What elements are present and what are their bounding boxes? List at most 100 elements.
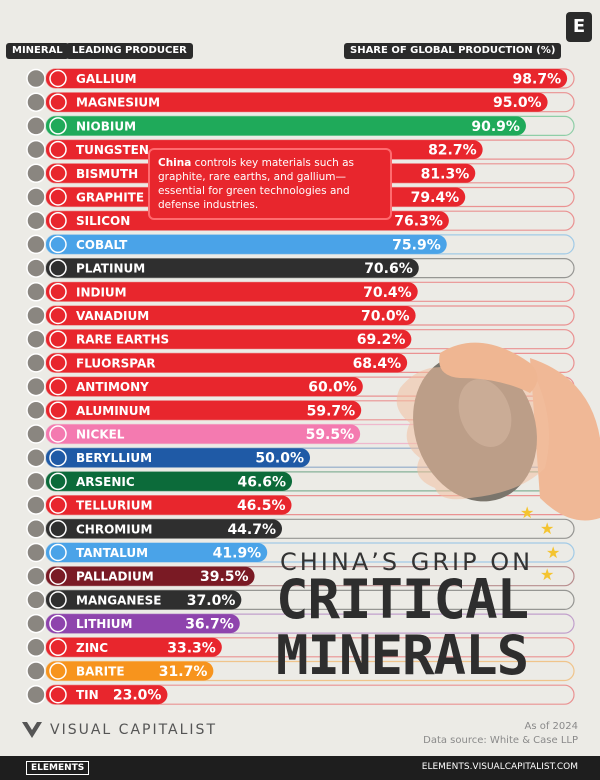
mineral-icon: [26, 116, 46, 136]
category-label: SILICON: [76, 214, 130, 228]
mineral-icon: [26, 613, 46, 634]
category-label: INDIUM: [76, 285, 127, 299]
bar-vanadium: [46, 306, 416, 325]
flag-icon: [49, 117, 67, 135]
bar-tantalum: [46, 543, 268, 562]
value-label: 59.5%: [306, 427, 355, 443]
data-source: Data source: White & Case LLP: [423, 735, 578, 746]
value-label: 46.6%: [237, 474, 286, 490]
bar-cobalt: [46, 234, 447, 254]
category-label: COBALT: [76, 238, 128, 252]
bar-indium: [46, 282, 418, 302]
star-icon: ★: [540, 519, 554, 538]
fist-illustration: ★ ★ ★ ★: [396, 342, 600, 584]
category-label: ALUMINUM: [76, 404, 150, 418]
category-label: BERYLLIUM: [76, 451, 152, 465]
mineral-icon: [26, 495, 46, 515]
mineral-icon: [26, 471, 46, 492]
bar-rare-earths: [46, 329, 412, 349]
vc-logo-icon: [22, 722, 42, 738]
bar-manganese: [46, 590, 242, 610]
mineral-icon: [26, 353, 46, 373]
category-label: LITHIUM: [76, 617, 133, 631]
flag-icon: [49, 69, 67, 88]
bar-barite: [46, 661, 214, 681]
flag-icon: [49, 685, 67, 704]
thumb-shape: [439, 342, 538, 393]
mineral-icon: [26, 590, 46, 610]
flag-icon: [49, 543, 67, 562]
flag-icon: [49, 638, 67, 657]
flag-icon: [49, 140, 67, 159]
flag-icon: [49, 259, 67, 277]
bar-aluminum: [46, 400, 362, 420]
bar-palladium: [46, 566, 255, 586]
value-label: 60.0%: [308, 380, 357, 396]
bar-platinum: [46, 258, 419, 278]
mineral-icon: [26, 139, 46, 160]
category-label: ZINC: [76, 641, 108, 655]
flag-icon: [49, 377, 67, 396]
bar-tin: [46, 685, 168, 705]
category-label: FLUORSPAR: [76, 356, 155, 370]
footer-elements-logo: ELEMENTS: [26, 761, 90, 775]
value-label: 70.6%: [364, 261, 413, 277]
flag-icon: [49, 164, 67, 183]
mineral-icon: [26, 376, 46, 397]
value-label: 44.7%: [227, 522, 276, 538]
value-label: 90.9%: [471, 119, 520, 135]
mineral-icon: [26, 329, 46, 349]
flag-icon: [49, 567, 67, 585]
note-bold: China: [158, 157, 192, 169]
category-label: BISMUTH: [76, 167, 138, 181]
title-line2: CRITICAL: [276, 568, 529, 631]
mineral-icon: [26, 92, 46, 112]
mineral-icon: [26, 68, 46, 89]
bar-fluorspar: [46, 353, 408, 373]
category-label: VANADIUM: [76, 309, 149, 323]
fingers-shape: [396, 356, 549, 500]
category-label: TIN: [76, 688, 99, 702]
brand-name: VISUAL CAPITALIST: [50, 722, 217, 738]
category-label: PALLADIUM: [76, 570, 154, 584]
category-label: ANTIMONY: [76, 380, 149, 394]
value-label: 79.4%: [411, 190, 460, 206]
as-of-date: As of 2024: [524, 721, 579, 732]
bar-nickel: [46, 424, 361, 444]
mineral-icon: [26, 234, 46, 255]
bar-zinc: [46, 637, 222, 657]
mineral-icon: [26, 661, 46, 681]
flag-icon: [49, 425, 67, 443]
flag-icon: [49, 401, 67, 420]
flag-icon: [49, 188, 67, 206]
source-block: As of 2024 Data source: White & Case LLP: [423, 720, 578, 748]
value-label: 46.5%: [237, 498, 286, 514]
category-label: CHROMIUM: [76, 522, 152, 536]
value-label: 75.9%: [392, 237, 441, 253]
mineral-icon: [26, 542, 46, 563]
value-label: 81.3%: [421, 166, 470, 182]
value-label: 50.0%: [255, 451, 304, 467]
elements-logo: E: [566, 12, 592, 42]
category-label: TUNGSTEN: [76, 143, 149, 157]
mineral-icon: [26, 519, 46, 539]
mineral-icon: [26, 282, 46, 302]
value-label: 39.5%: [200, 569, 249, 585]
value-label: 23.0%: [113, 688, 162, 704]
category-label: TANTALUM: [76, 546, 148, 560]
flag-icon: [49, 211, 67, 230]
bar-chromium: [46, 519, 283, 539]
value-label: 41.9%: [213, 546, 262, 562]
value-label: 70.4%: [363, 285, 412, 301]
mineral-icon: [26, 305, 46, 326]
star-icon: ★: [520, 503, 534, 522]
value-label: 31.7%: [159, 664, 208, 680]
mineral-icon: [26, 637, 46, 658]
mineral-icon: [26, 684, 46, 705]
bar-tellurium: [46, 495, 292, 515]
flag-icon: [49, 591, 67, 609]
share-header: SHARE OF GLOBAL PRODUCTION (%): [344, 43, 562, 59]
value-label: 98.7%: [513, 72, 562, 88]
value-label: 70.0%: [361, 309, 410, 325]
flag-icon: [49, 662, 67, 680]
